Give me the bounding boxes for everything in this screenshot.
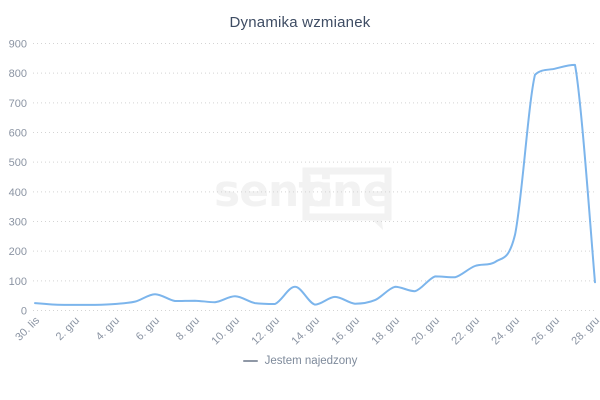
y-axis-labels: 0 100 200 300 400 500 600 700 800 900 [9, 39, 27, 318]
svg-text:16. gru: 16. gru [329, 315, 362, 348]
series-group [34, 63, 596, 306]
svg-text:12. gru: 12. gru [249, 315, 282, 348]
svg-text:500: 500 [9, 157, 27, 169]
svg-text:8. gru: 8. gru [174, 315, 202, 343]
legend: Jestem najedzony [0, 352, 600, 370]
svg-text:28. gru: 28. gru [569, 315, 600, 348]
chart-title: Dynamika wzmianek [229, 14, 371, 31]
svg-text:400: 400 [9, 187, 27, 199]
svg-text:900: 900 [9, 39, 27, 51]
svg-text:800: 800 [9, 68, 27, 80]
svg-text:22. gru: 22. gru [449, 315, 482, 348]
svg-text:18. gru: 18. gru [369, 315, 402, 348]
svg-text:14. gru: 14. gru [289, 315, 322, 348]
series-line[interactable] [34, 63, 596, 306]
svg-text:700: 700 [9, 98, 27, 110]
svg-text:200: 200 [9, 246, 27, 258]
legend-item-label[interactable]: Jestem najedzony [264, 355, 358, 367]
svg-text:4. gru: 4. gru [94, 315, 122, 343]
x-axis-labels: 30. lis 2. gru 4. gru 6. gru 8. gru 10. gru 12… [13, 314, 600, 347]
svg-text:30. lis: 30. lis [13, 314, 42, 343]
svg-text:300: 300 [9, 217, 27, 229]
svg-text:26. gru: 26. gru [529, 315, 562, 348]
svg-text:100: 100 [9, 276, 27, 288]
svg-text:600: 600 [9, 128, 27, 140]
svg-text:0: 0 [21, 306, 27, 318]
legend-marker[interactable] [242, 360, 258, 362]
svg-text:10. gru: 10. gru [209, 315, 242, 348]
svg-text:6. gru: 6. gru [134, 315, 162, 343]
svg-text:24. gru: 24. gru [489, 315, 522, 348]
svg-text:20. gru: 20. gru [409, 315, 442, 348]
svg-text:2. gru: 2. gru [54, 315, 82, 343]
